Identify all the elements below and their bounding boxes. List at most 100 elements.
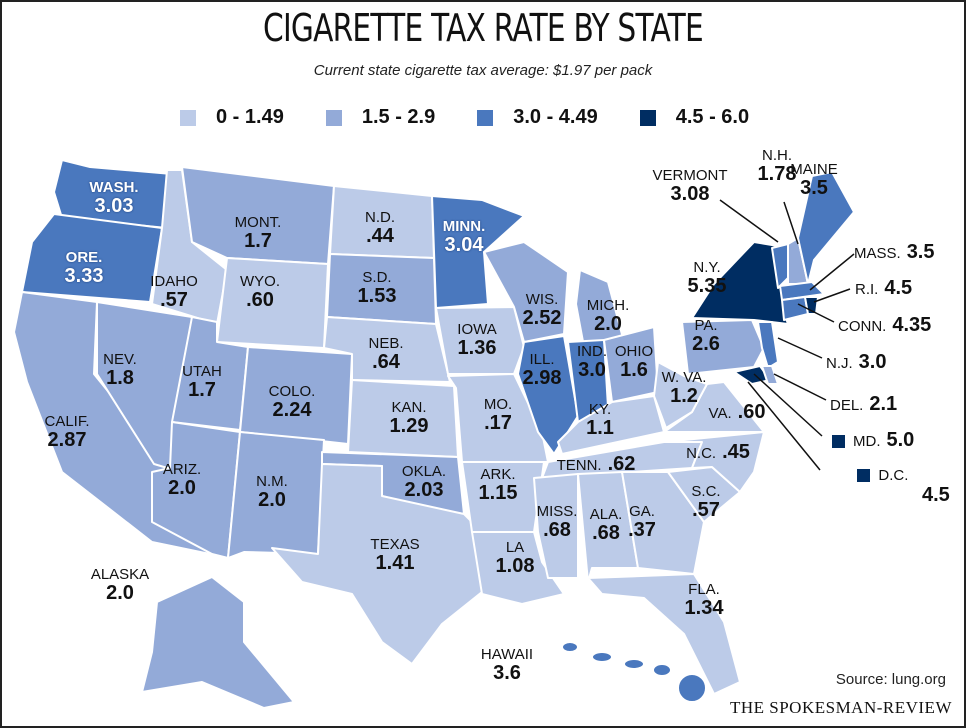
state-name: VA.: [708, 405, 732, 422]
state-or[interactable]: [21, 213, 163, 303]
tax-rate: 3.04: [444, 233, 484, 256]
state-label-al: ALA. .68: [590, 507, 623, 544]
state-ga[interactable]: [621, 471, 705, 575]
state-name: VERMONT: [652, 167, 728, 184]
state-hi-island[interactable]: [561, 641, 579, 653]
state-nv[interactable]: [96, 301, 193, 471]
state-label-ny: N.Y. 5.35: [688, 260, 727, 297]
legend-swatch: [325, 109, 342, 126]
state-name: S.C.: [691, 483, 721, 500]
state-hi-island[interactable]: [591, 651, 613, 663]
tax-rate: .60: [246, 288, 274, 311]
state-name: MD.: [853, 433, 881, 450]
state-name: N.C.: [686, 445, 717, 462]
state-label-wa: WASH. 3.03: [89, 180, 138, 217]
state-fl[interactable]: [587, 573, 741, 695]
state-label-or: ORE. 3.33: [65, 250, 104, 287]
state-name: ALASKA: [90, 566, 150, 583]
state-name: WIS.: [525, 291, 559, 308]
state-name: MAINE: [790, 161, 838, 178]
tax-rate: .57: [692, 498, 720, 521]
state-hi-island[interactable]: [677, 673, 707, 703]
state-ct[interactable]: [781, 296, 809, 321]
tax-rate: 2.0: [106, 581, 134, 604]
state-label-mo: MO. .17: [484, 397, 512, 434]
state-nj[interactable]: [757, 321, 779, 369]
state-label-nm: N.M. 2.0: [256, 474, 288, 511]
state-label-vt: VERMONT 3.08: [653, 168, 728, 205]
state-de[interactable]: [761, 365, 779, 385]
tax-rate: .68: [543, 518, 571, 541]
state-label-id: IDAHO .57: [150, 274, 198, 311]
state-tx[interactable]: [271, 463, 483, 665]
tax-rate: 3.03: [94, 194, 134, 217]
tax-rate: 3.33: [64, 264, 104, 287]
state-wi[interactable]: [483, 241, 569, 343]
tax-rate: .44: [366, 224, 394, 247]
state-name: CALIF.: [44, 413, 90, 430]
tax-rate: 2.0: [594, 312, 622, 335]
tax-rate: 1.1: [586, 416, 614, 439]
tax-rate: 1.7: [244, 229, 272, 252]
tax-rate: .17: [484, 411, 512, 434]
tax-rate: 1.15: [478, 481, 518, 504]
state-ma[interactable]: [779, 281, 825, 301]
subtitle: Current state cigarette tax average: $1.…: [313, 62, 653, 79]
state-name: KAN.: [391, 399, 427, 416]
state-label-nj: N.J. 3.0: [826, 352, 886, 373]
state-label-co: COLO. 2.24: [269, 384, 316, 421]
state-label-fl: FLA. 1.34: [685, 582, 724, 619]
tax-rate: 1.36: [457, 336, 497, 359]
tax-rate: 1.2: [670, 384, 698, 407]
state-name: IND.: [577, 343, 607, 360]
tax-rate: .37: [628, 518, 656, 541]
tax-rate: .45: [722, 441, 750, 463]
tax-rate: 1.08: [495, 554, 535, 577]
state-name: R.I.: [855, 281, 879, 298]
tax-rate: 3.0: [578, 358, 606, 381]
state-ak[interactable]: [141, 576, 295, 709]
state-label-tx: TEXAS 1.41: [370, 537, 419, 574]
state-il[interactable]: [517, 335, 579, 455]
state-label-nh: N.H. 1.78: [758, 148, 797, 185]
state-nc[interactable]: [663, 431, 765, 493]
state-label-me: MAINE 3.5: [790, 162, 838, 199]
marker-square: [832, 435, 845, 449]
state-hi-island[interactable]: [623, 658, 645, 670]
state-name: GA.: [629, 503, 655, 520]
tax-rate: .57: [160, 288, 188, 311]
tax-rate: 4.5: [884, 277, 913, 299]
tax-rate: 2.87: [47, 428, 87, 451]
state-name: ARK.: [480, 466, 516, 483]
state-label-ma: MASS. 3.5: [854, 242, 935, 263]
state-al[interactable]: [577, 471, 639, 583]
tax-rate: 4.35: [892, 314, 932, 336]
state-label-dc: D.C. 4.5: [822, 468, 950, 506]
state-label-ne: NEB. .64: [368, 336, 403, 373]
state-label-ky: KY. 1.1: [586, 402, 614, 439]
state-wv[interactable]: [653, 361, 708, 429]
legend: 0 - 1.49 1.5 - 2.9 3.0 - 4.49 4.5 - 6.0: [180, 106, 749, 129]
state-name: D.C.: [878, 467, 909, 484]
state-label-mn: MINN. 3.04: [443, 219, 486, 256]
state-label-va: VA. .60: [709, 402, 766, 423]
legend-item: 0 - 1.49: [180, 106, 284, 129]
state-name: KY.: [588, 401, 612, 418]
state-la[interactable]: [471, 531, 565, 605]
tax-rate: 1.41: [375, 551, 415, 574]
tax-rate: 3.6: [493, 661, 521, 684]
legend-swatch: [477, 109, 494, 126]
tax-rate: 1.7: [188, 378, 216, 401]
state-label-ar: ARK. 1.15: [479, 467, 518, 504]
state-label-in: IND. 3.0: [577, 344, 607, 381]
state-name: W. VA.: [661, 369, 707, 386]
state-label-la: LA 1.08: [496, 540, 535, 577]
state-ms[interactable]: [533, 473, 579, 579]
tax-rate: 1.78: [757, 162, 797, 185]
tax-rate: 1.53: [357, 284, 397, 307]
state-ia[interactable]: [435, 306, 525, 375]
tax-rate: 3.08: [670, 182, 710, 205]
state-hi-island[interactable]: [652, 663, 672, 677]
tax-rate: 3.5: [906, 241, 935, 263]
